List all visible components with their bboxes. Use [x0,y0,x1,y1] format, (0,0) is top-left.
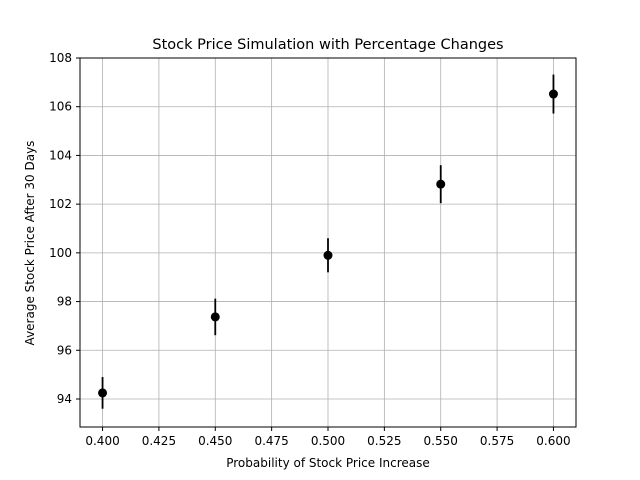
x-tick-label: 0.525 [367,434,401,448]
x-tick-label: 0.575 [480,434,514,448]
data-layer [98,74,558,409]
data-point [436,179,446,189]
y-tick-label: 104 [49,148,72,162]
x-axis-label: Probability of Stock Price Increase [226,456,430,470]
y-tick-label: 108 [49,51,72,65]
x-tick-label: 0.400 [85,434,119,448]
x-tick-label: 0.550 [424,434,458,448]
x-tick-label: 0.475 [254,434,288,448]
x-tick-label: 0.600 [536,434,570,448]
labels-layer: Stock Price Simulation with Percentage C… [23,37,504,470]
y-tick-label: 96 [57,343,72,357]
y-tick-label: 106 [49,100,72,114]
data-point [548,89,558,99]
y-tick-label: 100 [49,246,72,260]
data-point [98,388,108,398]
x-tick-label: 0.425 [142,434,176,448]
x-tick-label: 0.450 [198,434,232,448]
y-axis-label: Average Stock Price After 30 Days [23,141,37,346]
data-point [323,250,333,260]
y-tick-label: 102 [49,197,72,211]
y-tick-label: 98 [57,295,72,309]
axes-layer: 0.400 0.425 0.450 0.475 0.500 0.525 0.550 0.575… [49,51,577,448]
data-point [210,312,220,322]
y-tick-label: 94 [57,392,72,406]
x-tick-label: 0.500 [311,434,345,448]
chart-title: Stock Price Simulation with Percentage C… [152,37,503,53]
